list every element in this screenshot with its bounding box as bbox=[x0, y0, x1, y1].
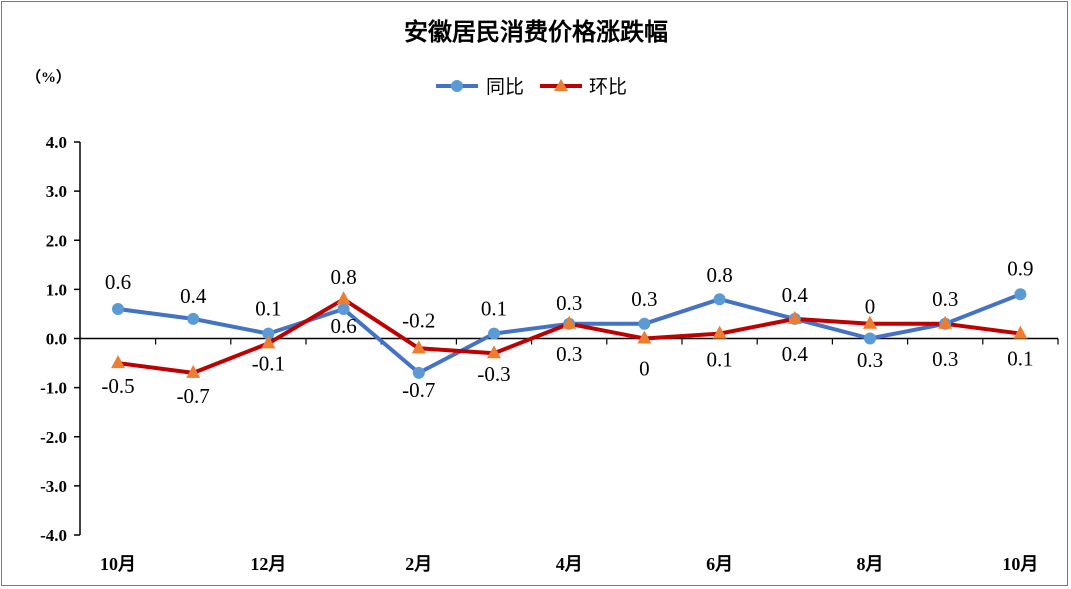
axes: 4.0 3.0 2.0 1.0 0.0 -1.0 -2.0 -3.0 -4.0 10月 12月 2月 4… bbox=[40, 133, 1059, 574]
series-layer bbox=[111, 288, 1028, 379]
data-labels: 0.6 0.4 0.1 0.6 -0.7 0.1 0.3 0.3 0.8 0.4 0 0.3 0.9 -0… bbox=[101, 256, 1033, 408]
yoy-data-label: 0.6 bbox=[330, 314, 356, 338]
yoy-data-label: 0 bbox=[865, 295, 876, 319]
yoy-data-label: 0.6 bbox=[105, 270, 131, 294]
mom-data-label: -0.1 bbox=[252, 351, 285, 375]
x-tick-label: 12月 bbox=[250, 554, 286, 574]
mom-data-label: 0.1 bbox=[706, 348, 732, 372]
y-unit-label: （%） bbox=[26, 68, 71, 86]
x-tick-label: 8月 bbox=[857, 554, 884, 574]
mom-point bbox=[712, 325, 727, 339]
yoy-data-label: 0.4 bbox=[782, 283, 809, 307]
y-tick-label: 1.0 bbox=[46, 280, 67, 299]
legend-item-yoy: 同比 bbox=[436, 76, 524, 98]
mom-point bbox=[863, 315, 877, 329]
yoy-data-label: 0.3 bbox=[556, 291, 582, 315]
mom-data-label: -0.7 bbox=[177, 384, 210, 408]
chart-title: 安徽居民消费价格涨跌幅 bbox=[404, 18, 668, 46]
yoy-data-label: 0.1 bbox=[255, 297, 281, 321]
mom-data-label: -0.2 bbox=[402, 308, 435, 332]
y-tick-label: 0.0 bbox=[46, 330, 67, 349]
mom-point bbox=[1013, 325, 1028, 339]
mom-point bbox=[637, 330, 652, 344]
x-tick-label: 6月 bbox=[706, 554, 733, 574]
mom-point bbox=[411, 340, 426, 354]
legend-yoy-marker bbox=[451, 80, 463, 92]
mom-data-label: 0.8 bbox=[330, 265, 356, 289]
x-tick-label: 2月 bbox=[405, 554, 432, 574]
legend-mom-label: 环比 bbox=[589, 76, 627, 98]
mom-point bbox=[261, 335, 276, 349]
yoy-point bbox=[262, 327, 275, 340]
yoy-data-label: 0.1 bbox=[481, 297, 507, 321]
x-tick-label: 10月 bbox=[100, 554, 136, 574]
y-tick-label: -4.0 bbox=[40, 526, 67, 545]
x-tick-label: 10月 bbox=[1002, 554, 1038, 574]
mom-data-label: 0 bbox=[639, 357, 650, 381]
legend: 同比 环比 bbox=[436, 76, 627, 98]
yoy-data-label: 0.4 bbox=[180, 284, 207, 308]
y-tick-label: 3.0 bbox=[46, 182, 67, 201]
mom-data-label: 0.4 bbox=[782, 342, 809, 366]
legend-mom-marker bbox=[554, 79, 568, 91]
yoy-point bbox=[412, 366, 425, 379]
yoy-point bbox=[337, 303, 350, 316]
mom-data-label: 0.1 bbox=[1007, 347, 1033, 371]
yoy-data-label: 0.3 bbox=[932, 287, 958, 311]
mom-data-label: 0.3 bbox=[932, 347, 958, 371]
y-tick-label: -3.0 bbox=[40, 477, 67, 496]
y-tick-label: 4.0 bbox=[46, 133, 67, 152]
yoy-point bbox=[713, 293, 726, 306]
legend-item-mom: 环比 bbox=[540, 76, 627, 98]
yoy-point bbox=[638, 317, 651, 330]
mom-point bbox=[562, 315, 577, 329]
y-tick-label: -1.0 bbox=[40, 379, 67, 398]
yoy-point bbox=[488, 327, 500, 340]
mom-data-label: 0.3 bbox=[857, 348, 883, 372]
mom-point bbox=[487, 345, 501, 359]
mom-data-label: -0.3 bbox=[477, 362, 510, 386]
mom-point bbox=[111, 355, 125, 369]
legend-yoy-label: 同比 bbox=[486, 76, 524, 98]
mom-point bbox=[186, 364, 201, 378]
mom-point bbox=[938, 315, 953, 329]
yoy-data-label: 0.3 bbox=[631, 287, 657, 311]
yoy-data-label: 0.8 bbox=[706, 263, 732, 287]
yoy-point bbox=[112, 303, 124, 316]
mom-point bbox=[787, 310, 802, 324]
y-tick-label: -2.0 bbox=[40, 428, 67, 447]
mom-data-label: -0.5 bbox=[101, 374, 134, 398]
x-tick-label: 4月 bbox=[556, 554, 583, 574]
mom-point bbox=[336, 291, 351, 305]
mom-data-label: 0.3 bbox=[556, 342, 582, 366]
yoy-data-label: -0.7 bbox=[402, 378, 435, 402]
yoy-data-label: 0.9 bbox=[1007, 256, 1033, 280]
y-tick-label: 2.0 bbox=[46, 231, 67, 250]
yoy-point bbox=[864, 332, 876, 345]
yoy-point bbox=[187, 312, 200, 325]
yoy-point bbox=[1014, 288, 1027, 301]
